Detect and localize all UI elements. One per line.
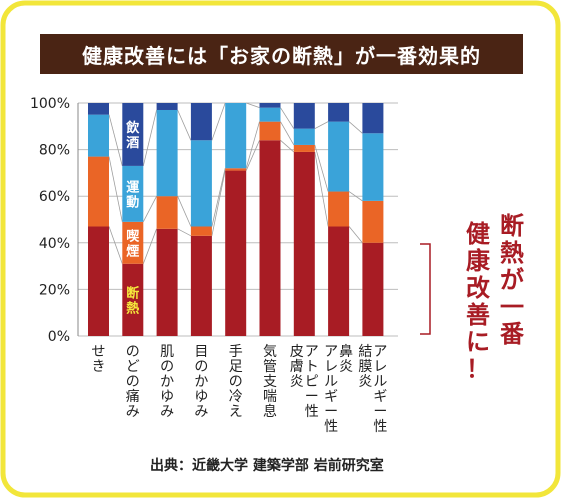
bar-segment xyxy=(190,235,212,336)
bar-segment xyxy=(122,165,144,222)
x-tick-label: 気管支喘息 xyxy=(263,344,277,420)
bar-segment xyxy=(88,114,109,157)
series-label: 運動 xyxy=(126,180,139,210)
segment-connector xyxy=(280,121,295,146)
segment-connector xyxy=(108,156,123,222)
x-tick-label-column: 気管支喘息 xyxy=(263,344,277,420)
x-tick-label-column: せき xyxy=(92,344,106,375)
bar-segment xyxy=(293,151,315,336)
bracket xyxy=(420,243,431,335)
segment-connector xyxy=(142,228,157,264)
y-tick-label: 100% xyxy=(30,96,70,112)
segment-connector xyxy=(211,170,226,236)
bar-segment xyxy=(259,107,281,122)
y-tick-label: 20% xyxy=(39,282,70,298)
y-tick-label: 80% xyxy=(39,143,70,159)
segment-connector xyxy=(142,109,157,167)
x-tick-label: せき xyxy=(92,344,106,375)
segment-connector xyxy=(246,102,260,109)
segment-connector xyxy=(177,109,192,141)
bar-segment xyxy=(122,103,144,166)
x-tick-label: のどの痛み xyxy=(126,344,140,420)
segment-connector xyxy=(108,114,123,167)
segment-connector xyxy=(280,139,295,153)
bar-segment xyxy=(156,228,178,336)
x-tick-label-column: アレルギー性 xyxy=(373,344,387,435)
bar-segment xyxy=(328,226,350,336)
series-label: 喫煙 xyxy=(126,228,140,259)
x-tick-label: 手足の冷え xyxy=(229,344,243,420)
x-tick-label-column: 手足の冷え xyxy=(229,344,243,420)
segment-connector xyxy=(348,226,363,244)
segment-connector xyxy=(177,196,192,227)
x-tick-label: 目のかゆみ xyxy=(194,344,208,420)
x-tick-label: 肌のかゆみ xyxy=(160,344,174,420)
bar-segment xyxy=(259,140,281,336)
segment-connector xyxy=(177,228,192,237)
bar-segment xyxy=(259,103,281,108)
bar-segment xyxy=(293,128,315,145)
segment-connector xyxy=(314,151,329,227)
bar-segment xyxy=(225,103,247,169)
bar-segment xyxy=(225,168,247,171)
conclusion-text: 健康改善に！ xyxy=(466,220,491,383)
x-tick-label-column: 皮膚炎 xyxy=(290,344,304,390)
bar-segment xyxy=(122,263,144,336)
segment-connector xyxy=(142,196,157,223)
segment-connector xyxy=(245,140,260,171)
segment-connector xyxy=(348,121,363,134)
x-tick-label-column: 肌のかゆみ xyxy=(160,344,174,420)
segment-connector xyxy=(211,168,226,227)
bar-segment xyxy=(225,170,247,336)
bar-segment xyxy=(190,103,212,141)
bar-segment xyxy=(259,121,281,141)
bar-segment xyxy=(88,226,109,336)
bar-segment xyxy=(190,140,212,227)
segment-connector xyxy=(108,226,123,264)
x-tick-label-column: 目のかゆみ xyxy=(194,344,208,420)
segment-connector xyxy=(211,102,226,141)
chart-title: 健康改善には「お家の断熱」が一番効果的 xyxy=(40,34,523,74)
bar-segment xyxy=(362,200,384,243)
series-label: 飲酒 xyxy=(125,120,140,151)
bar-segment xyxy=(362,133,384,201)
x-tick-label-column: アレルギー性 xyxy=(324,344,338,435)
x-tick-label-column: 鼻炎 xyxy=(339,343,353,375)
bar-segment xyxy=(190,226,212,236)
series-label: 断熱 xyxy=(126,285,139,316)
segment-connector xyxy=(314,144,329,192)
x-tick-label-column: のどの痛み xyxy=(126,344,140,420)
conclusion-text: 断熱が一番 xyxy=(499,212,525,348)
segment-connector xyxy=(245,121,260,169)
bar-segment xyxy=(156,196,178,229)
bar-segment xyxy=(88,156,109,227)
bar-segment xyxy=(328,121,350,192)
bar-segment xyxy=(88,103,109,115)
bar-segment xyxy=(362,103,384,134)
y-tick-label: 0% xyxy=(48,329,70,345)
bar-segment xyxy=(362,242,384,336)
bar-segment xyxy=(293,144,315,152)
source-note: 出典：近畿大学 建築学部 岩前研究室 xyxy=(150,458,384,474)
y-tick-label: 60% xyxy=(39,189,70,205)
bar-segment xyxy=(293,103,315,129)
y-tick-label: 40% xyxy=(39,236,70,252)
bar-segment xyxy=(156,109,178,197)
segment-connector xyxy=(314,121,329,129)
segment-connector xyxy=(280,107,295,129)
bar-segment xyxy=(122,221,144,264)
bar-segment xyxy=(156,103,178,110)
bar-segment xyxy=(328,103,350,122)
bar-segment xyxy=(328,191,350,227)
x-tick-label-column: アトピー性 xyxy=(305,344,319,420)
segment-connector xyxy=(348,191,363,202)
x-tick-label-column: 結膜炎 xyxy=(358,344,372,390)
